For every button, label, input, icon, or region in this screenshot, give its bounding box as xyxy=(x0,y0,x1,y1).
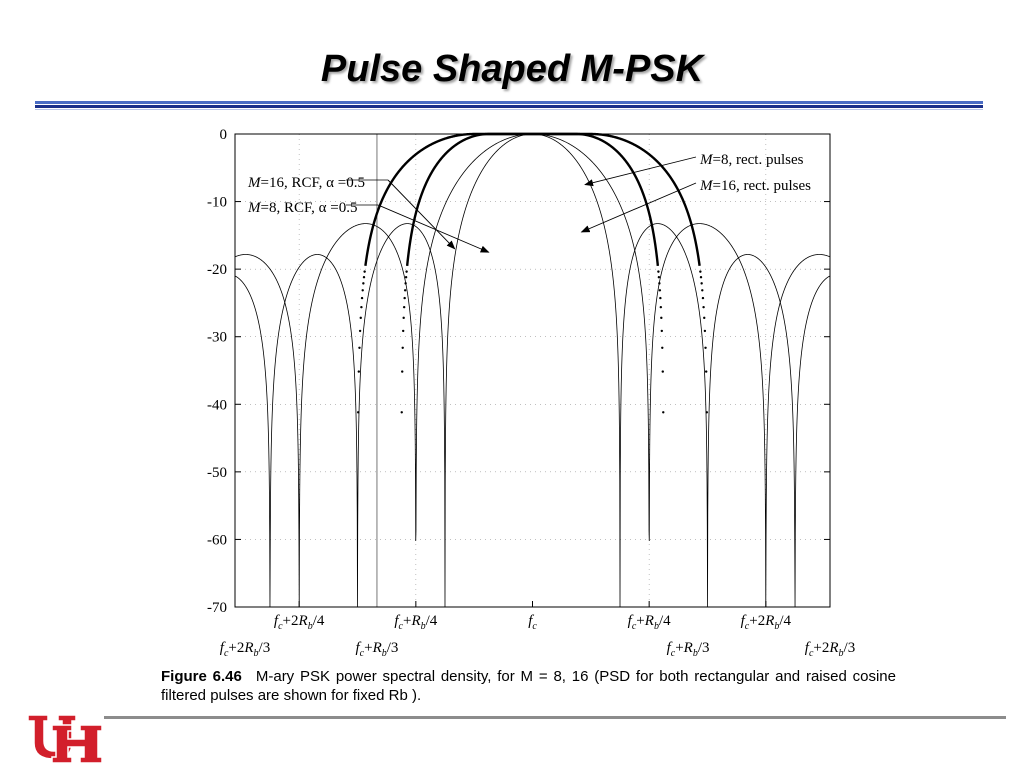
x-tick-label: fc+Rb/3 xyxy=(667,640,710,659)
annotation-arrow xyxy=(584,156,697,187)
figure-caption: Figure 6.46 M-ary PSK power spectral dens… xyxy=(161,667,896,705)
series-dot xyxy=(402,316,405,320)
annotation-label: M=8, RCF, α =0.5 xyxy=(247,200,357,216)
y-tick-labels: 0 -10 -20 -30 -40 -50 -60 -70 xyxy=(207,127,227,616)
x-tick-label: fc+Rb/4 xyxy=(628,613,671,632)
series-dot xyxy=(705,411,709,414)
series-dot xyxy=(703,316,706,320)
series-dot xyxy=(704,370,708,373)
series-dot xyxy=(699,270,702,273)
series-dot xyxy=(362,282,365,285)
x-tick-label: fc+2Rb/4 xyxy=(274,613,325,632)
title-rule-light xyxy=(35,101,983,104)
x-tick-label: fc+Rb/3 xyxy=(355,640,398,659)
annotation-3: M=8, rect. pulses xyxy=(584,152,804,187)
series-dot xyxy=(361,289,364,292)
y-tick-label: -40 xyxy=(207,397,227,413)
x-tick-label: fc+2Rb/3 xyxy=(220,640,270,659)
series-dot xyxy=(661,370,664,373)
series-dot xyxy=(661,346,664,350)
chart-annotations: M=16, RCF, α =0.5 M=8, RCF, α =0.5 M=8, re… xyxy=(247,152,811,253)
series-dot xyxy=(658,282,661,285)
series-dot xyxy=(401,346,404,350)
annotation-arrow xyxy=(580,182,697,233)
series-dot xyxy=(362,276,366,279)
x-tick-labels: fc+2Rb/4 fc+Rb/4 fc fc+Rb/4 fc+2Rb/4fc+2Rb/3… xyxy=(220,613,855,659)
x-tick-label: fc+2Rb/4 xyxy=(741,613,792,632)
series-dot xyxy=(401,370,404,373)
series-line-m-8-rcf-0-5 xyxy=(356,132,709,414)
title-rule xyxy=(35,101,983,111)
series-dot xyxy=(363,270,366,273)
series-dot xyxy=(360,305,363,309)
y-tick-label: -50 xyxy=(207,465,227,481)
series-dot xyxy=(400,411,403,414)
series-dot xyxy=(657,270,660,273)
series-dot xyxy=(360,296,364,300)
series-dot xyxy=(699,276,703,279)
psd-chart: 0 -10 -20 -30 -40 -50 -60 -70 fc+2Rb/4 fc+Rb/4 fc… xyxy=(207,127,855,659)
series-dot xyxy=(403,296,406,300)
series-dot xyxy=(358,329,362,333)
chart-axes xyxy=(234,133,831,608)
series-dot xyxy=(702,305,705,309)
uh-logo-icon xyxy=(27,714,103,764)
x-tick-label: fc xyxy=(528,613,537,632)
figure-caption-text: M-ary PSK power spectral density, for M … xyxy=(161,668,896,704)
annotation-label: M=16, rect. pulses xyxy=(699,178,811,194)
series-dot xyxy=(404,282,407,285)
series-thick-left xyxy=(364,132,533,266)
x-tick-label: fc+2Rb/3 xyxy=(805,640,855,659)
figure-caption-label: Figure 6.46 xyxy=(161,668,242,685)
title-rule-shadow xyxy=(35,109,983,110)
slide-title: Pulse Shaped M-PSK xyxy=(320,48,704,90)
footer-rule xyxy=(104,716,1006,719)
annotation-label: M=8, rect. pulses xyxy=(699,152,804,168)
title-rule-dark xyxy=(35,105,983,108)
series-dot xyxy=(659,296,662,300)
series-dot xyxy=(700,282,703,285)
y-tick-label: -10 xyxy=(207,195,227,211)
series-dot xyxy=(658,289,662,292)
series-dot xyxy=(357,370,361,373)
series-thick-right xyxy=(532,132,701,266)
series-dot xyxy=(405,270,408,273)
series-dot xyxy=(356,411,360,414)
y-tick-label: 0 xyxy=(220,127,228,143)
series-thick-left xyxy=(405,132,533,266)
annotation-2: M=8, RCF, α =0.5 xyxy=(247,200,490,253)
series-dot xyxy=(659,305,663,309)
series-dot xyxy=(701,296,705,300)
series-dot xyxy=(403,289,407,292)
y-tick-label: -20 xyxy=(207,262,227,278)
series-dot xyxy=(703,329,707,333)
series-dot xyxy=(401,329,405,333)
annotation-arrow xyxy=(387,179,456,250)
series-dot xyxy=(657,276,661,279)
series-dot xyxy=(404,276,408,279)
y-tick-label: -60 xyxy=(207,532,227,548)
y-tick-label: -30 xyxy=(207,330,227,346)
series-dot xyxy=(358,346,361,350)
series-dot xyxy=(662,411,665,414)
x-tick-label: fc+Rb/4 xyxy=(394,613,437,632)
series-dot xyxy=(701,289,704,292)
annotation-1: M=16, RCF, α =0.5 xyxy=(247,175,456,250)
series-line-m-16-rcf-0-5 xyxy=(400,132,665,414)
series-dot xyxy=(660,329,664,333)
annotation-4: M=16, rect. pulses xyxy=(580,178,811,233)
annotation-arrow xyxy=(377,204,490,253)
annotation-label: M=16, RCF, α =0.5 xyxy=(247,175,365,191)
y-tick-label: -70 xyxy=(207,600,227,616)
series-dot xyxy=(704,346,707,350)
series-thick-right xyxy=(532,132,660,266)
series-dot xyxy=(359,316,362,320)
series-dot xyxy=(660,316,663,320)
series-dot xyxy=(402,305,406,309)
